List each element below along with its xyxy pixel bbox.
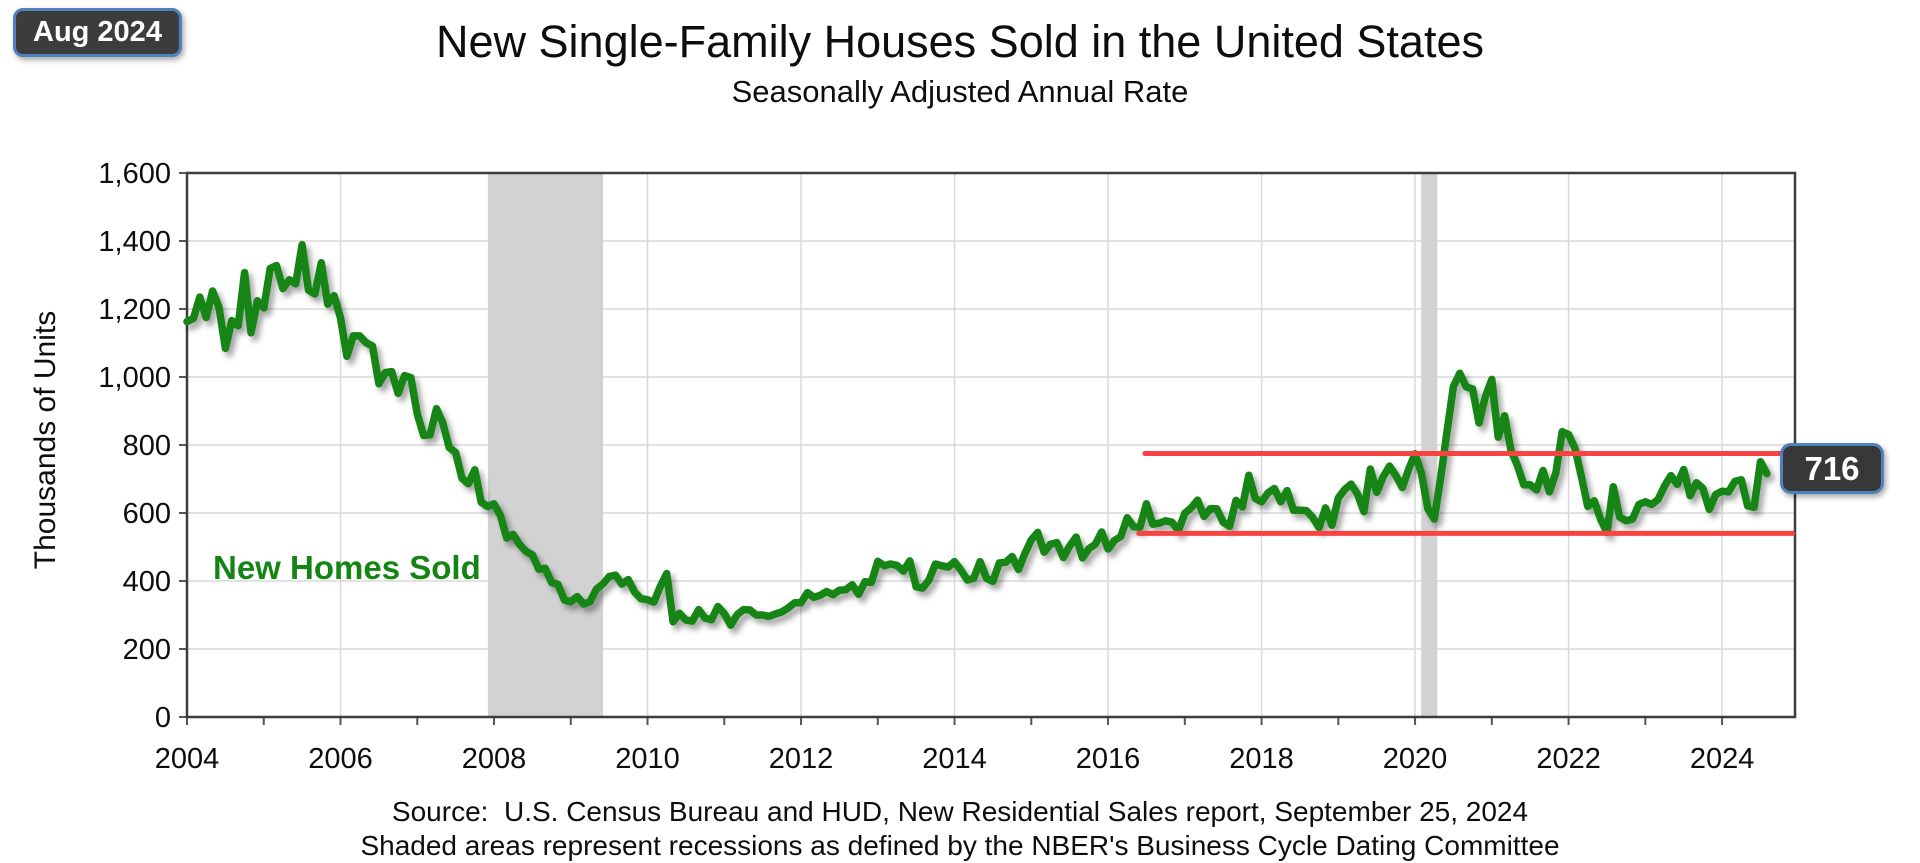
y-tick-label: 1,000 [98, 362, 171, 394]
x-tick-label: 2016 [1076, 743, 1141, 775]
y-tick-label: 1,600 [98, 158, 171, 190]
y-tick-label: 200 [123, 634, 171, 666]
x-tick-label: 2024 [1690, 743, 1755, 775]
y-tick-label: 1,200 [98, 294, 171, 326]
x-tick-label: 2022 [1536, 743, 1601, 775]
chart-subtitle: Seasonally Adjusted Annual Rate [731, 74, 1189, 109]
recession-band [1421, 173, 1438, 717]
x-tick-label: 2020 [1383, 743, 1448, 775]
chart-title: New Single-Family Houses Sold in the Uni… [436, 16, 1484, 67]
y-tick-label: 0 [155, 702, 171, 734]
y-tick-label: 1,400 [98, 226, 171, 258]
x-tick-label: 2004 [155, 743, 220, 775]
x-tick-label: 2014 [922, 743, 987, 775]
date-badge: Aug 2024 [13, 8, 182, 57]
x-tick-label: 2008 [462, 743, 527, 775]
recession-note: Shaded areas represent recessions as def… [360, 830, 1560, 861]
y-tick-label: 400 [123, 566, 171, 598]
recession-band [487, 173, 604, 717]
source-note: Source: U.S. Census Bureau and HUD, New … [391, 796, 1529, 827]
y-tick-label: 800 [123, 430, 171, 462]
series-label: New Homes Sold [213, 549, 481, 586]
x-tick-label: 2010 [615, 743, 680, 775]
x-tick-label: 2018 [1229, 743, 1294, 775]
y-tick-label: 600 [123, 498, 171, 530]
x-tick-label: 2012 [769, 743, 834, 775]
series-line [183, 240, 1771, 629]
latest-value-badge: 716 [1780, 443, 1884, 494]
x-tick-label: 2006 [308, 743, 373, 775]
